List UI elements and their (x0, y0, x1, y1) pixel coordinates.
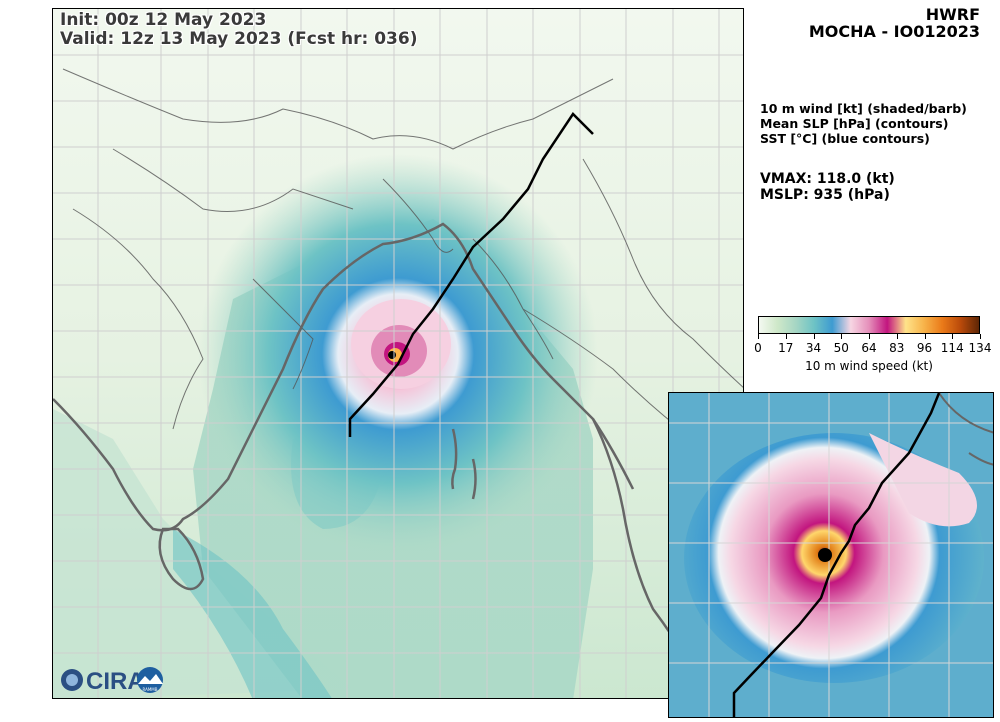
legend-line-wind: 10 m wind [kt] (shaded/barb) (760, 101, 967, 116)
main-wind-map (52, 8, 744, 699)
init-time-text: Init: 00z 12 May 2023 (60, 10, 267, 30)
colorbar-tick-label: 17 (778, 341, 794, 355)
colorbar-tick-mark (841, 334, 843, 339)
valid-time-text: Valid: 12z 13 May 2023 (Fcst hr: 036) (60, 29, 418, 49)
colorbar-tick-label: 96 (916, 341, 933, 355)
colorbar-tick-mark (896, 334, 898, 339)
colorbar-tick-label: 64 (861, 341, 877, 355)
colorbar-label: 10 m wind speed (kt) (805, 359, 933, 373)
colorbar-tick-mark (758, 334, 759, 339)
colorbar-tick-label: 114 (940, 341, 964, 355)
legend-line-sst: SST [°C] (blue contours) (760, 131, 930, 146)
inset-map-graphic (669, 393, 993, 717)
colorbar-tick-label: 0 (754, 341, 762, 355)
main-map-graphic (53, 9, 743, 698)
cira-logo-text: CIRA (86, 668, 145, 694)
colorbar-tick-mark (952, 334, 954, 339)
wind-speed-colorbar (758, 316, 980, 334)
colorbar-tick-label: 83 (889, 341, 905, 355)
legend-line-slp: Mean SLP [hPa] (contours) (760, 116, 949, 131)
colorbar-tick-mark (924, 334, 926, 339)
vmax-value: VMAX: 118.0 (kt) (760, 171, 895, 187)
colorbar-tick-mark (869, 334, 870, 339)
mslp-value: MSLP: 935 (hPa) (760, 187, 890, 203)
colorbar-tick-label: 134 (968, 341, 992, 355)
colorbar-tick-mark (980, 334, 981, 339)
cira-logo-graphic: CIRA RAMMB (61, 667, 163, 695)
storm-name: MOCHA - IO012023 (808, 22, 980, 41)
rammb-badge-text: RAMMB (143, 687, 158, 692)
model-name: HWRF (925, 5, 980, 24)
cira-logo: CIRA RAMMB (60, 664, 170, 698)
colorbar-tick-label: 50 (833, 341, 849, 355)
inset-zoom-map (668, 392, 994, 718)
colorbar-tick-mark (813, 334, 815, 339)
colorbar-tick-mark (785, 334, 787, 339)
colorbar-tick-label: 34 (805, 341, 822, 355)
